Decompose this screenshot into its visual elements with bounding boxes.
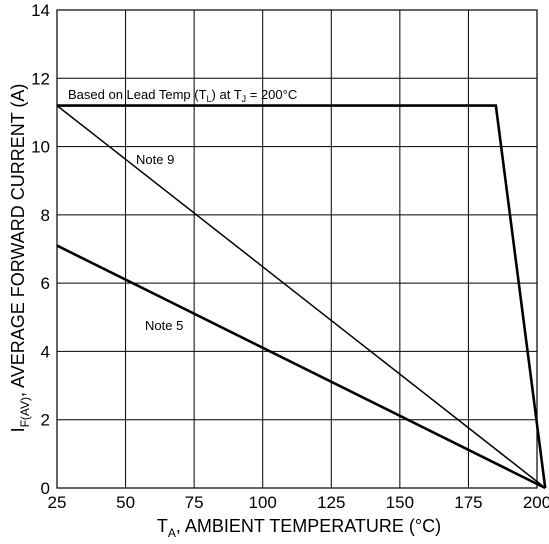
lead-temp-annotation: Based on Lead Temp (TL) at TJ = 200°C — [68, 87, 297, 104]
series-line-2 — [56, 105, 546, 489]
series-line-1 — [57, 104, 547, 489]
note-9-label: Note 9 — [136, 152, 174, 167]
x-tick-label-175: 175 — [454, 493, 482, 512]
x-tick-label-50: 50 — [116, 493, 135, 512]
y-axis-label: IF(AV), AVERAGE FORWARD CURRENT (A) — [8, 84, 32, 433]
x-axis-label: TA, AMBIENT TEMPERATURE (°C) — [157, 516, 441, 540]
y-tick-label-14: 14 — [31, 1, 50, 20]
plot-frame — [56, 9, 538, 489]
series-line-3 — [56, 244, 546, 490]
tick-labels: 25 50 75 100 125 150 175 200 0 2 4 6 8 10 12 14 — [31, 1, 549, 512]
y-tick-label-4: 4 — [41, 342, 50, 361]
grid-lines — [56, 9, 538, 489]
x-tick-label-25: 25 — [48, 493, 67, 512]
y-tick-label-12: 12 — [31, 69, 50, 88]
note-5-label: Note 5 — [145, 318, 183, 333]
y-tick-label-10: 10 — [31, 138, 50, 157]
y-tick-label-0: 0 — [41, 479, 50, 498]
y-tick-label-8: 8 — [41, 206, 50, 225]
y-tick-label-6: 6 — [41, 274, 50, 293]
x-tick-label-150: 150 — [386, 493, 414, 512]
series-layer — [56, 104, 547, 490]
x-tick-label-75: 75 — [185, 493, 204, 512]
x-tick-label-200: 200 — [523, 493, 549, 512]
y-tick-label-2: 2 — [41, 411, 50, 430]
x-tick-label-100: 100 — [249, 493, 277, 512]
x-tick-label-125: 125 — [317, 493, 345, 512]
